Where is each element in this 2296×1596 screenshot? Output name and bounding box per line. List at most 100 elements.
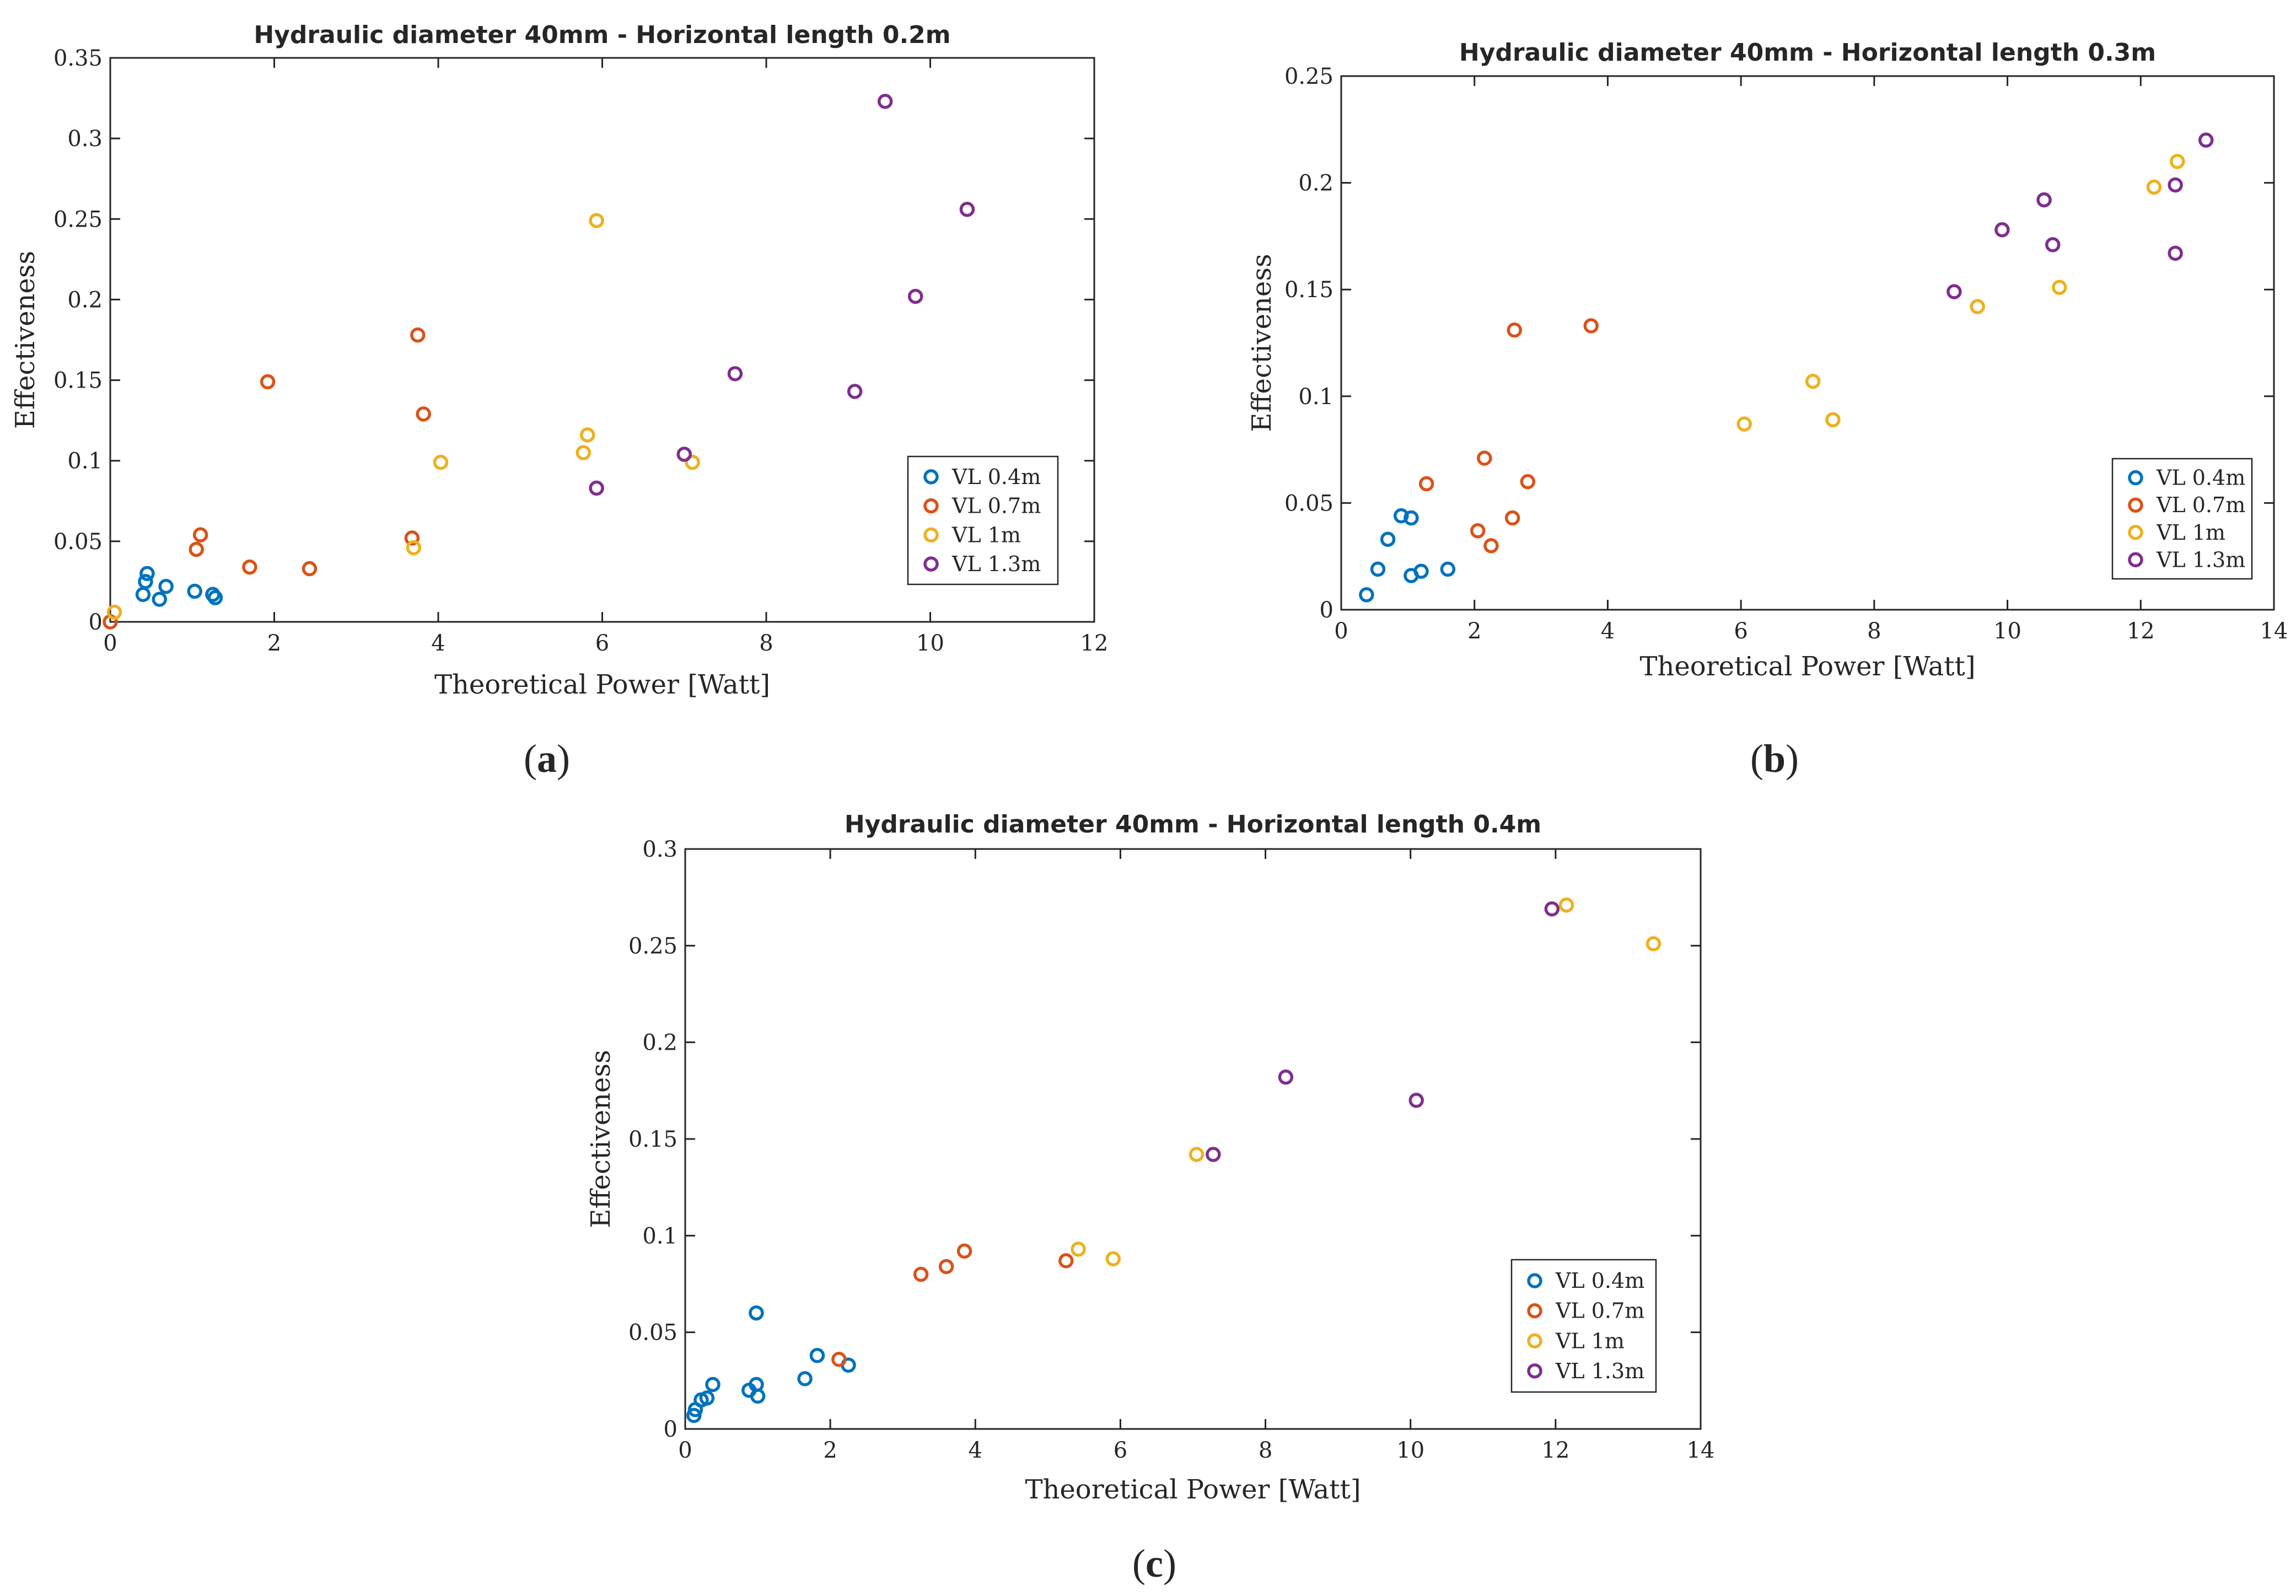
legend-marker bbox=[923, 556, 939, 572]
x-tick-label: 2 bbox=[267, 631, 281, 656]
legend-entry: VL 1m bbox=[951, 523, 1021, 547]
data-point bbox=[1071, 1242, 1086, 1257]
x-axis-label: Theoretical Power [Watt] bbox=[434, 669, 770, 700]
data-point bbox=[1477, 450, 1492, 466]
data-point bbox=[750, 1388, 766, 1404]
y-tick-label: 0.35 bbox=[53, 46, 103, 71]
data-point bbox=[705, 1377, 720, 1393]
y-tick-label: 0.15 bbox=[53, 368, 103, 394]
legend-box bbox=[907, 455, 1059, 585]
data-point bbox=[135, 587, 151, 603]
x-tick-label: 6 bbox=[1734, 619, 1747, 644]
x-tick-label: 6 bbox=[1114, 1438, 1127, 1463]
legend-entry: VL 1.3m bbox=[2156, 547, 2245, 572]
data-point bbox=[1470, 523, 1486, 539]
data-point bbox=[589, 480, 604, 496]
data-point bbox=[138, 574, 153, 589]
data-point bbox=[404, 530, 420, 546]
y-tick-label: 0.05 bbox=[628, 1320, 677, 1346]
x-axis-label: Theoretical Power [Watt] bbox=[1025, 1474, 1361, 1505]
legend-entry: VL 0.7m bbox=[951, 494, 1041, 518]
data-point bbox=[1278, 1070, 1294, 1085]
x-tick-label: 10 bbox=[1396, 1438, 1424, 1463]
legend-entry: VL 1m bbox=[1555, 1329, 1625, 1353]
series-vl-0-7m bbox=[1418, 318, 1599, 554]
legend-marker bbox=[2128, 525, 2143, 540]
series-vl-1-3m bbox=[1947, 132, 2214, 299]
data-point bbox=[1370, 561, 1386, 577]
data-point bbox=[1504, 510, 1520, 526]
legend-marker bbox=[1527, 1333, 1542, 1349]
series-vl-1m bbox=[106, 213, 700, 620]
data-point bbox=[831, 1352, 847, 1367]
y-tick-label: 0.25 bbox=[1284, 64, 1333, 89]
x-tick-label: 10 bbox=[916, 631, 944, 656]
data-point bbox=[1646, 936, 1661, 952]
data-point bbox=[676, 447, 692, 462]
y-tick-label: 0.05 bbox=[1284, 491, 1333, 516]
data-point bbox=[2198, 132, 2214, 148]
legend-entry: VL 1.3m bbox=[951, 552, 1041, 576]
y-tick-label: 0.1 bbox=[642, 1223, 677, 1249]
data-point bbox=[416, 406, 431, 422]
data-point bbox=[187, 583, 202, 599]
y-axis-label: Effectiveness bbox=[585, 1050, 616, 1228]
y-tick-label: 0.1 bbox=[67, 449, 103, 474]
legend-entry: VL 0.4m bbox=[1555, 1269, 1644, 1293]
legend-marker bbox=[2128, 497, 2143, 513]
y-tick-label: 0.15 bbox=[628, 1127, 677, 1152]
data-point bbox=[139, 566, 155, 582]
data-point bbox=[956, 1243, 972, 1259]
data-point bbox=[410, 327, 426, 343]
y-tick-label: 0.25 bbox=[628, 933, 677, 959]
y-tick-label: 0.1 bbox=[1298, 384, 1333, 410]
series-vl-0-7m bbox=[103, 327, 431, 630]
series-vl-1-3m bbox=[589, 94, 975, 496]
y-tick-label: 0.2 bbox=[67, 287, 103, 313]
x-tick-label: 12 bbox=[1541, 1438, 1569, 1463]
data-point bbox=[685, 454, 700, 470]
data-point bbox=[959, 201, 975, 217]
chart-a: 0 2 4 6 8 10 12 0 0.05 0.1 0.15 0.2 0.25 0.3 0.35 Hydra… bbox=[10, 21, 1108, 781]
y-tick-label: 0.05 bbox=[53, 529, 103, 555]
x-tick-label: 0 bbox=[1334, 619, 1348, 644]
data-point bbox=[1583, 318, 1599, 334]
data-point bbox=[1994, 222, 2010, 238]
panel-letter: a bbox=[537, 737, 557, 781]
x-tick-label: 8 bbox=[1259, 1438, 1272, 1463]
data-point bbox=[2052, 280, 2067, 295]
x-tick-label: 8 bbox=[1867, 619, 1881, 644]
series-vl-1-3m bbox=[1206, 901, 1560, 1162]
data-point bbox=[2146, 179, 2162, 195]
legend-entry: VL 0.7m bbox=[1555, 1299, 1644, 1323]
x-tick-label: 12 bbox=[2127, 619, 2155, 644]
panel-label: (a) bbox=[524, 737, 570, 781]
y-tick-label: 0.15 bbox=[1284, 277, 1333, 303]
series-vl-1m bbox=[1736, 154, 2185, 432]
x-tick-label: 4 bbox=[431, 631, 445, 656]
legend-entry: VL 0.4m bbox=[951, 465, 1041, 489]
data-point bbox=[847, 384, 863, 399]
data-point bbox=[406, 540, 422, 556]
panel-letter: b bbox=[1763, 737, 1786, 781]
data-point bbox=[749, 1305, 764, 1321]
data-point bbox=[302, 561, 318, 577]
x-tick-label: 14 bbox=[1687, 1438, 1715, 1463]
data-point bbox=[2170, 154, 2185, 169]
legend-entry: VL 1.3m bbox=[1555, 1359, 1644, 1383]
data-point bbox=[260, 374, 276, 390]
y-tick-label: 0 bbox=[1320, 598, 1333, 623]
legend-marker bbox=[2128, 470, 2143, 486]
data-point bbox=[699, 1390, 715, 1406]
data-point bbox=[1380, 531, 1396, 547]
data-point bbox=[579, 427, 595, 443]
data-point bbox=[2036, 192, 2052, 208]
data-point bbox=[1413, 563, 1429, 579]
x-axis-label: Theoretical Power [Watt] bbox=[1639, 651, 1975, 682]
data-point bbox=[1440, 561, 1456, 577]
legend-marker bbox=[1527, 1273, 1542, 1288]
data-point bbox=[1483, 538, 1499, 554]
data-point bbox=[1189, 1147, 1205, 1162]
x-tick-label: 6 bbox=[595, 631, 609, 656]
